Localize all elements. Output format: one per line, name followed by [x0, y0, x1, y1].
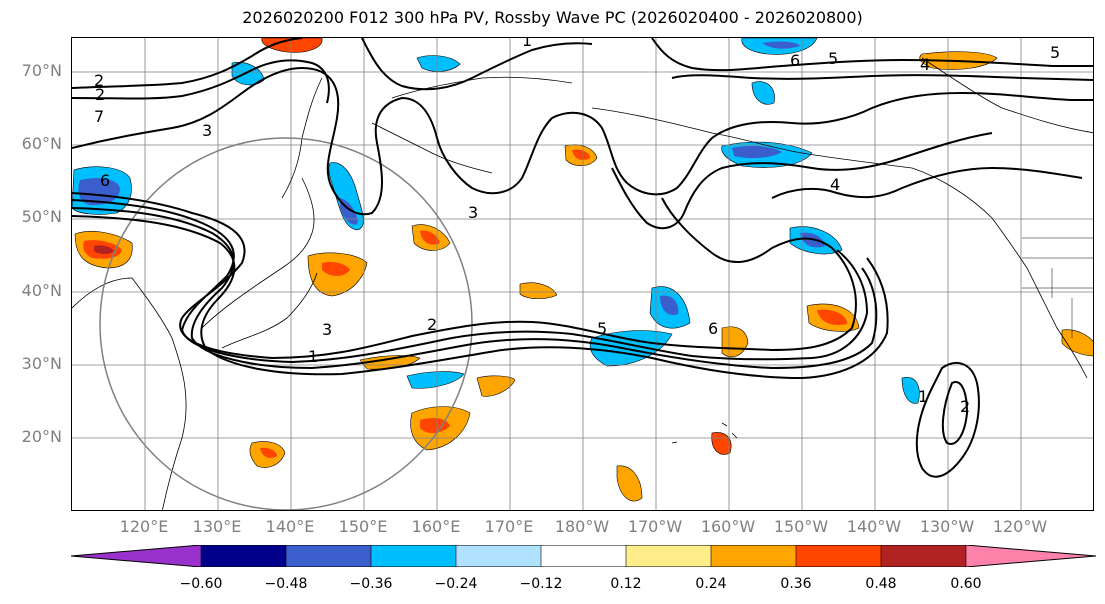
lat-label-60n: 60°N: [21, 134, 62, 153]
lon-label-130e: 130°E: [192, 517, 242, 536]
positive-anomaly-japan: [307, 252, 368, 297]
positive-anomaly-top: [261, 38, 323, 53]
contour-label: 2: [94, 71, 104, 90]
negative-anomaly-25n: [406, 371, 465, 389]
colorbar-cell: [286, 545, 371, 567]
lon-label-120w: 120°W: [992, 517, 1048, 536]
contour-label: 3: [322, 320, 332, 339]
colorbar-cell: [541, 545, 626, 567]
colorbar-cell: [201, 545, 286, 567]
contour-label: 1: [918, 387, 928, 406]
lon-label-170e: 170°E: [484, 517, 534, 536]
lat-label-30n: 30°N: [21, 354, 62, 373]
lon-label-140w: 140°W: [846, 517, 902, 536]
contour-label: 5: [597, 319, 607, 338]
contour-label: 1: [522, 38, 532, 50]
colorbar-tick: 0.12: [610, 576, 642, 592]
contour-labels: 1 2 3 4 5 6 7 2 3 5 6 1 2 3 4 5 6 1 2: [94, 38, 1060, 416]
colorbar-cell: [71, 545, 201, 567]
lat-label-20n: 20°N: [21, 427, 62, 446]
contour-label: 2: [960, 397, 970, 416]
negative-anomaly-30n: [589, 330, 673, 367]
lon-label-150w: 150°W: [773, 517, 829, 536]
positive-anomaly-w: [74, 231, 133, 269]
map-canvas: 1 2 3 4 5 6 7 2 3 5 6 1 2 3 4 5 6 1 2: [72, 38, 1093, 510]
colorbar-tick: −0.36: [349, 576, 393, 592]
lon-label-180w: 180°W: [554, 517, 610, 536]
lat-label-40n: 40°N: [21, 281, 62, 300]
contour-label: 6: [708, 319, 718, 338]
figure-title: 2026020200 F012 300 hPa PV, Rossby Wave …: [242, 8, 863, 27]
contour-label: 4: [830, 175, 840, 194]
colorbar: [71, 545, 1096, 567]
contour-label: 6: [790, 51, 800, 70]
contour-label: 2: [95, 85, 105, 104]
lon-label-160e: 160°E: [411, 517, 461, 536]
negative-anomaly-60n-east: [721, 141, 813, 168]
positive-anomaly-150w: [806, 303, 860, 332]
colorbar-tick: −0.48: [264, 576, 308, 592]
pv-contours: [72, 38, 1093, 478]
colorbar-cell: [966, 545, 1096, 567]
colorbar-tick: −0.12: [519, 576, 563, 592]
contour-label: 2: [427, 315, 437, 334]
lat-label-50n: 50°N: [21, 207, 62, 226]
lon-label-170w: 170°W: [627, 517, 683, 536]
colorbar-tick: 0.60: [950, 576, 982, 592]
map-panel: 1 2 3 4 5 6 7 2 3 5 6 1 2 3 4 5 6 1 2: [71, 37, 1094, 511]
lon-label-160w: 160°W: [700, 517, 756, 536]
lon-label-140e: 140°E: [265, 517, 315, 536]
lon-label-150e: 150°E: [338, 517, 388, 536]
contour-label: 3: [468, 203, 478, 222]
colorbar-cell: [456, 545, 541, 567]
range-circle: [99, 137, 473, 510]
colorbar-tick: 0.24: [695, 576, 727, 592]
contour-label: 7: [94, 107, 104, 126]
lon-label-120e: 120°E: [119, 517, 169, 536]
colorbar-cell: [796, 545, 881, 567]
positive-anomaly-25n-west: [249, 441, 286, 468]
colorbar-tick: −0.24: [434, 576, 478, 592]
colorbar-tick: 0.48: [865, 576, 897, 592]
contour-label: 6: [100, 171, 110, 190]
lat-label-70n: 70°N: [21, 61, 62, 80]
negative-anomaly-35n: [649, 286, 691, 329]
positive-anomaly-sakhalin: [411, 224, 451, 251]
colorbar-cell: [711, 545, 796, 567]
colorbar-cell: [881, 545, 966, 567]
colorbar-tick: 0.36: [780, 576, 812, 592]
contour-label: 5: [828, 49, 838, 68]
graticule: [72, 38, 1093, 510]
contour-label: 4: [920, 55, 930, 74]
contour-label: 1: [308, 347, 318, 366]
negative-anomaly-kamchatka: [328, 162, 364, 231]
positive-anomaly-60n: [564, 144, 598, 167]
colorbar-cell: [626, 545, 711, 567]
lon-label-130w: 130°W: [919, 517, 975, 536]
contour-label: 5: [1050, 43, 1060, 62]
contour-label: 3: [202, 121, 212, 140]
colorbar-cell: [371, 545, 456, 567]
positive-anomaly-180: [519, 282, 558, 299]
colorbar-tick: −0.60: [179, 576, 223, 592]
negative-anomaly-nw: [72, 166, 132, 215]
